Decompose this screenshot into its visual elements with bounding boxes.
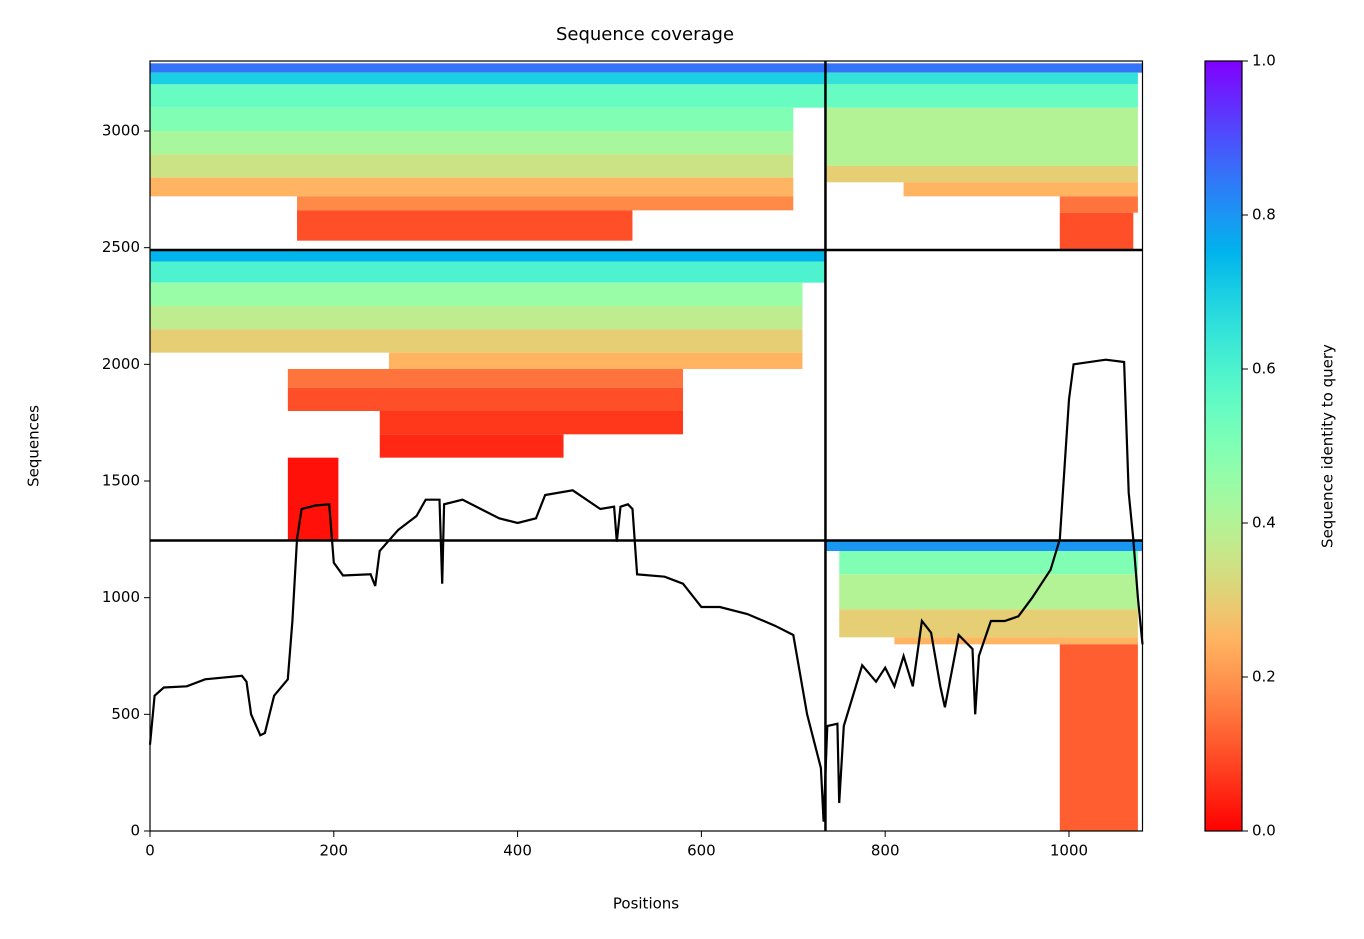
y-tick-label: 0 — [130, 822, 140, 840]
y-tick-label: 1500 — [102, 472, 140, 490]
coverage-line — [148, 358, 1144, 822]
coverage-block — [150, 306, 803, 330]
coverage-block — [287, 369, 684, 388]
y-axis-label: Sequences — [25, 405, 43, 487]
x-tick-label: 400 — [503, 842, 532, 860]
coverage-block — [150, 63, 826, 73]
colorbar-tick-label: 0.2 — [1252, 668, 1276, 686]
coverage-block — [150, 250, 826, 262]
coverage-block — [825, 63, 1143, 73]
coverage-block — [150, 261, 826, 283]
x-axis-label: Positions — [613, 895, 679, 913]
y-tick-label: 3000 — [102, 122, 140, 140]
y-tick-label: 1000 — [102, 588, 140, 606]
colorbar-tick-label: 1.0 — [1252, 52, 1276, 70]
coverage-block — [825, 107, 1138, 166]
colorbar-label: Sequence identity to query — [1319, 344, 1337, 548]
plot-frame — [149, 60, 1144, 832]
coverage-block — [287, 387, 684, 411]
x-tick-label: 1000 — [1050, 842, 1088, 860]
coverage-block — [903, 182, 1138, 197]
x-tick-label: 800 — [871, 842, 900, 860]
x-tick-label: 0 — [145, 842, 155, 860]
coverage-block — [825, 540, 1143, 551]
coverage-block — [839, 609, 1138, 638]
y-tick-label: 2500 — [102, 238, 140, 256]
y-tick-label: 2000 — [102, 355, 140, 373]
coverage-block — [150, 107, 794, 131]
coverage-block — [379, 411, 684, 435]
x-tick-label: 200 — [319, 842, 348, 860]
coverage-block — [150, 329, 803, 353]
coverage-block — [825, 84, 1138, 108]
colorbar-tick-label: 0.6 — [1252, 360, 1276, 378]
coverage-block — [150, 177, 794, 197]
colorbar-tick-label: 0.8 — [1252, 206, 1276, 224]
coverage-block — [150, 84, 826, 108]
coverage-block — [1059, 212, 1134, 250]
coverage-block — [839, 551, 1138, 575]
chart-title: Sequence coverage — [556, 24, 734, 45]
coverage-block — [825, 166, 1138, 183]
coverage-block — [150, 72, 826, 85]
coverage-block — [150, 154, 794, 178]
coverage-block — [150, 131, 794, 155]
coverage-block — [297, 196, 794, 211]
y-tick-label: 500 — [111, 705, 140, 723]
colorbar-tick-label: 0.0 — [1252, 822, 1276, 840]
coverage-block — [379, 434, 564, 458]
coverage-block — [839, 574, 1138, 610]
colorbar — [1204, 60, 1243, 832]
colorbar-tick-label: 0.4 — [1252, 514, 1276, 532]
coverage-block — [1059, 644, 1138, 831]
coverage-block — [297, 210, 633, 241]
x-tick-label: 600 — [687, 842, 716, 860]
coverage-block — [388, 352, 803, 369]
coverage-block — [825, 72, 1138, 85]
coverage-block — [1059, 196, 1138, 213]
coverage-block — [894, 637, 1138, 645]
coverage-block — [150, 282, 803, 306]
